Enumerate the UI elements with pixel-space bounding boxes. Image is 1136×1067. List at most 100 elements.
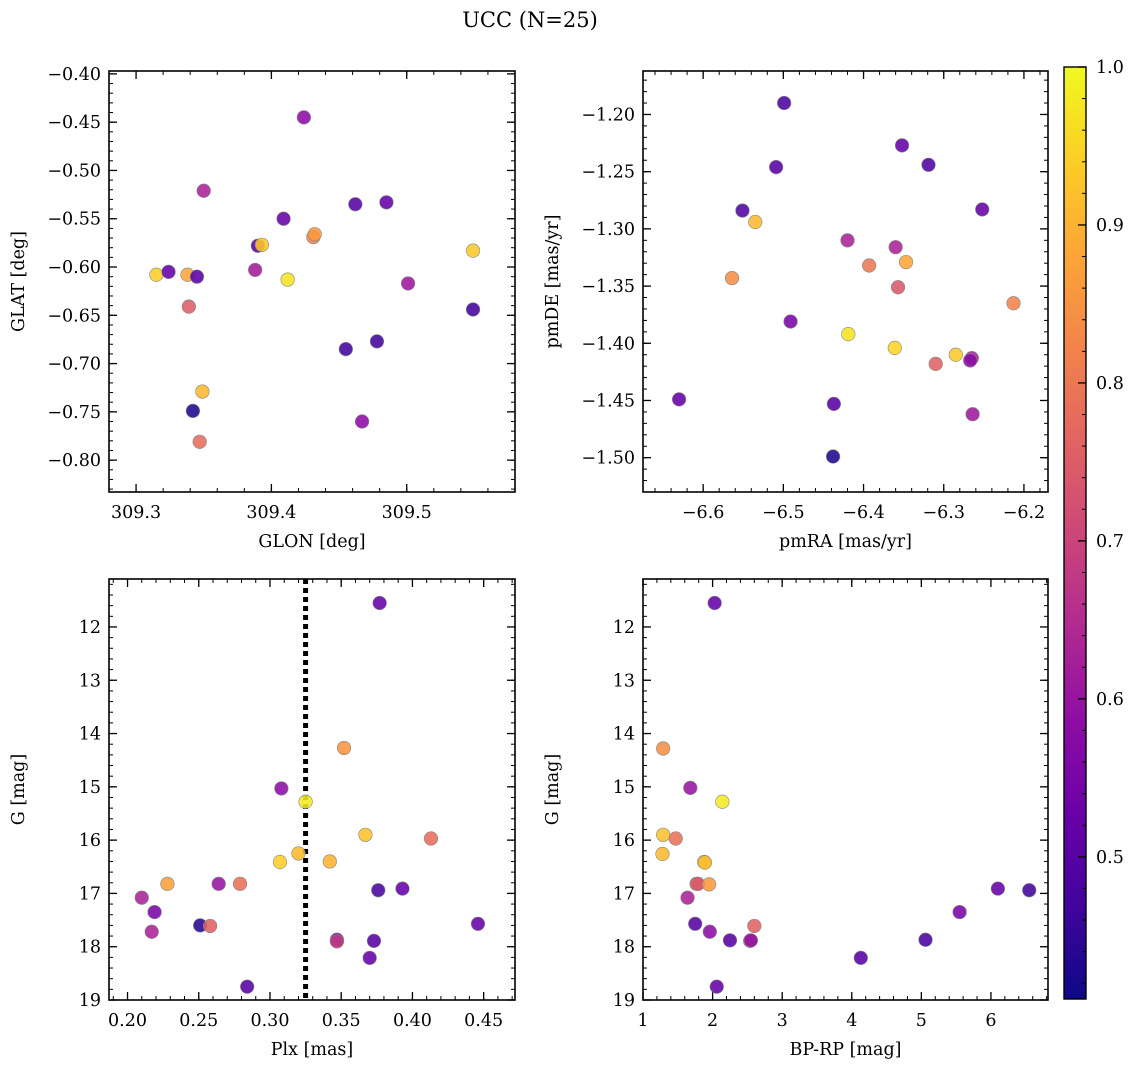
x-tick-label: 309.4 (246, 503, 296, 523)
x-axis-label: pmRA [mas/yr] (779, 532, 912, 552)
x-tick-label: 0.35 (322, 1011, 361, 1031)
panel-glon-glat: 309.3 309.4 309.5 −0.80 −0.75 −0.70 −0.65 −0.60… (9, 65, 516, 552)
scatter-point (702, 924, 717, 939)
x-tick-label: 4 (846, 1011, 857, 1031)
y-tick-label: 19 (613, 991, 635, 1011)
scatter-point (853, 950, 868, 966)
scatter-point (826, 396, 841, 412)
y-axis-label: G [mag] (9, 754, 29, 825)
y-tick-label: −0.50 (47, 161, 101, 181)
scatter-point (465, 243, 481, 258)
y-tick-label: −0.80 (47, 451, 101, 471)
x-tick-label: 0.40 (393, 1011, 432, 1031)
panel-plx-g: 0.20 0.25 0.30 0.35 0.40 0.45 12 13 14 15 16 17 18 19… (9, 578, 516, 1060)
scatter-point (185, 403, 201, 418)
scatter-point (248, 262, 263, 278)
scatter-point (291, 846, 306, 861)
y-tick-label: −1.40 (581, 334, 635, 354)
scatter-point (715, 794, 730, 809)
y-tick-label: 16 (613, 831, 635, 851)
scatter-point (149, 267, 164, 282)
y-tick-label: 12 (79, 618, 101, 638)
scatter-point (232, 876, 248, 891)
scatter-point (192, 434, 207, 449)
x-tick-label: 0.45 (464, 1011, 503, 1031)
x-tick-label: 1 (637, 1011, 648, 1031)
colorbar: 0.5 0.6 0.7 0.8 0.9 1.0 (1063, 58, 1124, 1000)
y-tick-label: −0.65 (47, 306, 101, 326)
scatter-point (369, 334, 385, 349)
scatter-point (280, 272, 295, 287)
plot-frame (108, 70, 516, 493)
scatter-point (196, 183, 211, 198)
x-axis-label: GLON [deg] (258, 532, 365, 552)
scatter-point (296, 110, 311, 125)
scatter-point (841, 327, 856, 342)
y-axis-label: pmDE [mas/yr] (543, 215, 563, 349)
scatter-point (680, 890, 695, 905)
x-tick-label: 6 (985, 1011, 996, 1031)
scatter-point (240, 979, 255, 994)
scatter-point (470, 916, 486, 931)
colorbar-tick-label: 0.9 (1096, 216, 1124, 236)
y-tick-label: −0.55 (47, 210, 101, 230)
y-tick-label: −1.30 (581, 220, 635, 240)
x-tick-label: 0.25 (179, 1011, 218, 1031)
scatter-point (372, 595, 387, 611)
scatter-point (400, 276, 416, 291)
scatter-point (963, 353, 978, 368)
scatter-point (362, 950, 377, 966)
colorbar-tick-label: 0.7 (1096, 532, 1124, 552)
scatter-point (671, 392, 687, 407)
x-tick-label: 309.5 (382, 503, 432, 523)
y-tick-label: −1.50 (581, 449, 635, 469)
scatter-point (965, 407, 980, 422)
scatter-point (697, 855, 713, 870)
x-tick-label: −6.4 (842, 503, 885, 523)
scatter-point (147, 904, 162, 920)
x-tick-label: −6.6 (682, 503, 725, 523)
scatter-point (990, 881, 1005, 896)
colorbar-tick-label: 1.0 (1096, 58, 1124, 78)
x-tick-label: −6.2 (1003, 503, 1046, 523)
y-tick-label: −0.40 (47, 65, 101, 85)
scatter-point (683, 780, 698, 796)
scatter-point (948, 347, 963, 362)
scatter-point (887, 340, 902, 355)
scatter-point (189, 269, 205, 284)
y-tick-label: 19 (79, 991, 101, 1011)
scatter-point (952, 904, 967, 920)
scatter-point (358, 827, 373, 842)
y-tick-label: 18 (613, 938, 635, 958)
y-axis-label: G [mag] (543, 754, 563, 825)
scatter-point (707, 595, 722, 611)
scatter-point (655, 846, 670, 862)
y-axis-label: GLAT [deg] (9, 231, 29, 332)
scatter-point (254, 237, 270, 252)
scatter-point (928, 356, 943, 371)
y-tick-label: −0.75 (47, 403, 101, 423)
y-tick-label: 16 (79, 831, 101, 851)
scatter-point (709, 979, 724, 994)
scatter-point (777, 95, 792, 111)
scatter-point (668, 831, 683, 846)
scatter-point (371, 883, 386, 898)
scatter-point (272, 854, 288, 870)
y-tick-label: 15 (613, 778, 635, 798)
scatter-point (354, 414, 370, 429)
scatter-point (329, 934, 345, 949)
y-tick-label: −0.70 (47, 355, 101, 375)
scatter-point (423, 831, 439, 846)
y-tick-label: −0.60 (47, 258, 101, 278)
scatter-point (735, 203, 750, 218)
panel-proper-motion: −6.6 −6.5 −6.4 −6.3 −6.2 −1.50 −1.45 −1.40 −1.35… (543, 70, 1049, 552)
scatter-point (702, 877, 717, 892)
scatter-point (276, 211, 291, 226)
scatter-point (743, 933, 758, 948)
y-tick-label: −1.25 (581, 163, 635, 183)
scatter-points (655, 595, 1037, 994)
scatter-point (160, 876, 175, 891)
plot-frame (642, 578, 1049, 1001)
scatter-point (747, 918, 762, 934)
scatter-point (298, 794, 313, 809)
